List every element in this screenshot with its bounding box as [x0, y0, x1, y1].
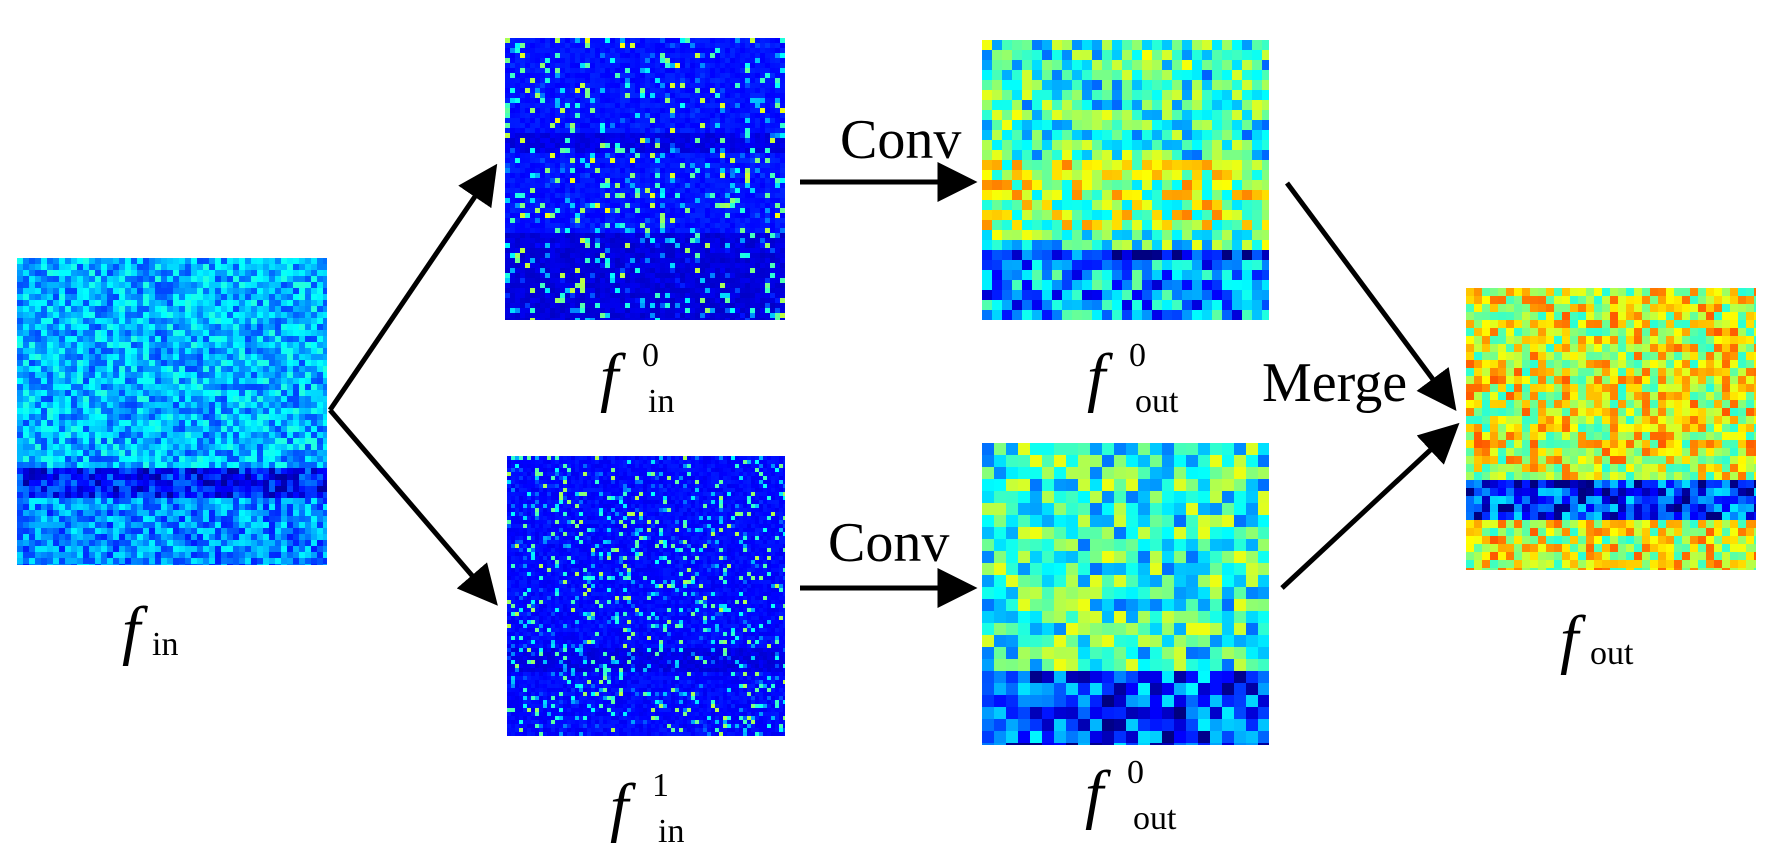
label-conv-high-out: f 0 out: [1087, 345, 1105, 411]
label-output: f out: [1560, 607, 1578, 673]
feature-map-input: [17, 258, 327, 565]
label-input: f in: [122, 598, 140, 664]
conv-label-top: Conv: [840, 112, 961, 168]
feature-map-conv-low-out: [982, 443, 1269, 745]
feature-map-conv-high-out: [982, 40, 1269, 320]
label-split-high: f 0 in: [600, 345, 618, 411]
label-conv-low-out: f 0 out: [1085, 762, 1103, 828]
arrow-merge-bottom: [1282, 428, 1454, 588]
merge-label: Merge: [1262, 355, 1407, 411]
arrow-input-to-split-low: [330, 410, 493, 600]
label-split-low: f 1 in: [610, 775, 628, 841]
feature-map-output: [1466, 288, 1756, 570]
arrow-input-to-split-high: [330, 170, 493, 410]
feature-map-split-high: [505, 38, 785, 320]
conv-label-bottom: Conv: [828, 515, 949, 571]
feature-map-split-low: [507, 456, 785, 736]
